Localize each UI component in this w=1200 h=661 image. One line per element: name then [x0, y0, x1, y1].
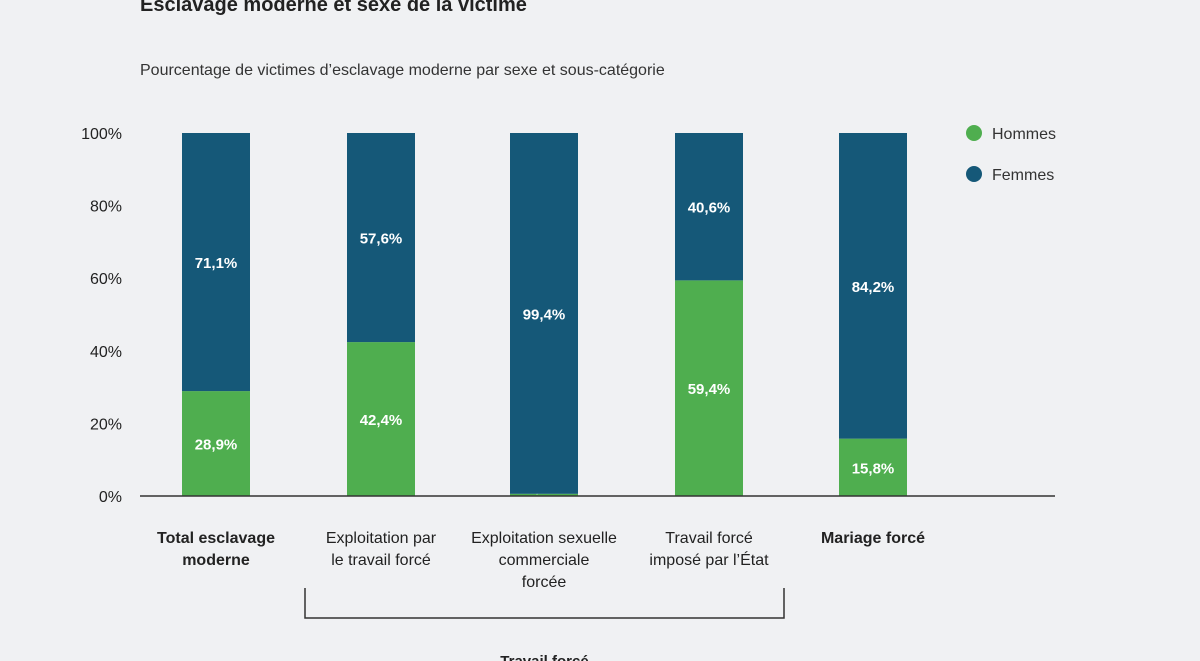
legend-label: Hommes: [992, 126, 1056, 143]
data-label: 71,1%: [195, 255, 238, 272]
y-tick-label: 60%: [90, 271, 122, 288]
x-tick-label: le travail forcé: [331, 552, 431, 569]
group-bracket: [304, 588, 785, 619]
x-tick-label: imposé par l’État: [649, 550, 769, 569]
group-label: Travail forcé: [500, 653, 588, 661]
legend-swatch-hommes: [966, 125, 982, 141]
chart-subtitle: Pourcentage de victimes d’esclavage mode…: [140, 62, 665, 79]
legend-label: Femmes: [992, 167, 1054, 184]
bar-segment-femmes: [182, 133, 250, 392]
x-tick-label: Mariage forcé: [821, 530, 925, 547]
x-tick-label: Travail forcé: [665, 530, 753, 547]
data-label: 59,4%: [688, 381, 731, 398]
data-label: 99,4%: [523, 306, 566, 323]
x-tick-label: Exploitation sexuelle: [471, 530, 617, 547]
y-tick-label: 20%: [90, 416, 122, 433]
bar-segment-femmes: [675, 133, 743, 281]
legend-swatch-femmes: [966, 166, 982, 182]
x-tick-label: Exploitation par: [326, 530, 437, 547]
bar-segment-hommes: [510, 493, 578, 496]
bar-segment-hommes: [182, 391, 250, 496]
bar-segment-hommes: [839, 438, 907, 496]
data-label: 84,2%: [852, 279, 895, 296]
x-tick-label: moderne: [182, 552, 250, 569]
x-tick-label: Total esclavage: [157, 530, 275, 547]
bar-segment-femmes: [839, 133, 907, 439]
y-tick-label: 100%: [81, 126, 122, 143]
y-tick-label: 0%: [99, 489, 122, 506]
chart-title: Esclavage moderne et sexe de la victime: [140, 0, 527, 16]
data-label: 57,6%: [360, 231, 403, 248]
bar-segment-hommes: [675, 280, 743, 496]
bar-segment-femmes: [347, 133, 415, 343]
data-label: 42,4%: [360, 412, 403, 429]
bar-segment-hommes: [347, 342, 415, 496]
data-label: 15,8%: [852, 460, 895, 477]
data-label: 28,9%: [195, 437, 238, 454]
y-tick-label: 40%: [90, 344, 122, 361]
y-tick-label: 80%: [90, 199, 122, 216]
bar-segment-femmes: [510, 133, 578, 494]
data-label: 40,6%: [688, 200, 731, 217]
x-tick-label: forcée: [522, 574, 567, 591]
x-tick-label: commerciale: [499, 552, 590, 569]
